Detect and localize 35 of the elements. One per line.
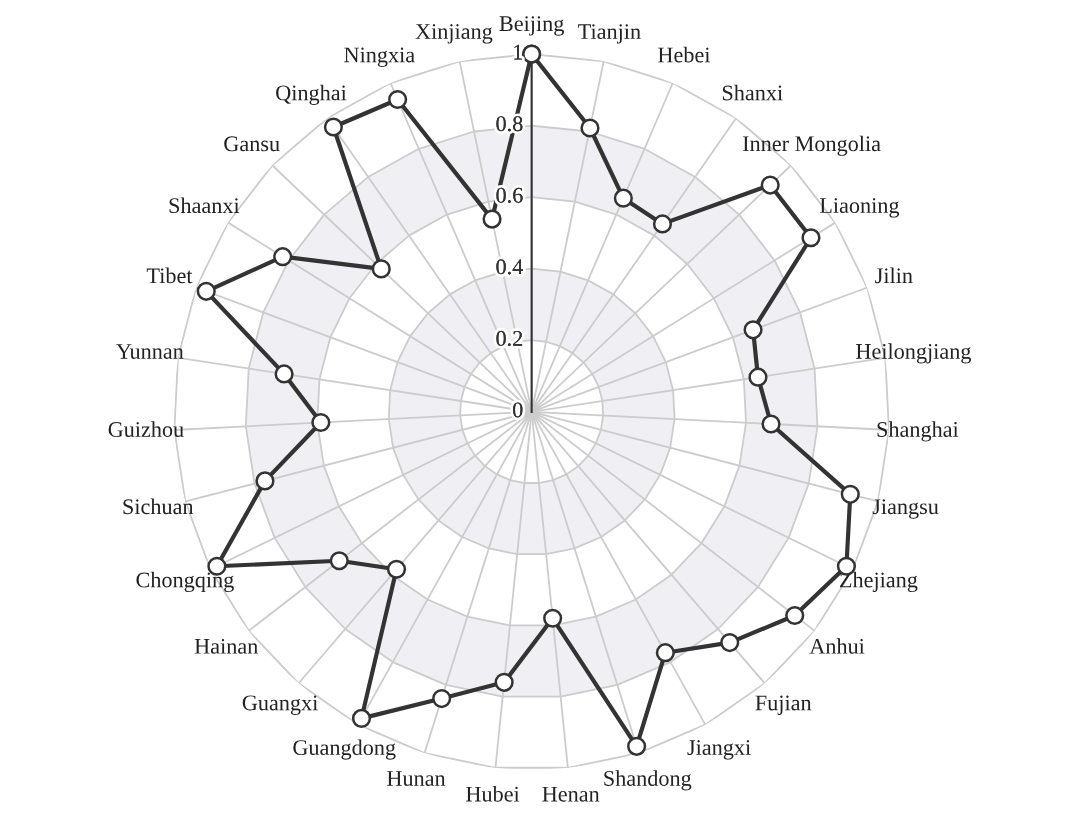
spoke-label: Jiangxi	[687, 740, 751, 760]
y-tick-label: 0.2	[496, 330, 523, 346]
spoke-label: Jilin	[875, 267, 913, 284]
spoke-label: Guizhou	[108, 421, 184, 437]
spoke-label: Xinjiang	[415, 24, 493, 44]
spoke-label: Guangxi	[242, 695, 318, 715]
spoke-label: Fujian	[755, 695, 812, 715]
spoke-label: Henan	[542, 786, 600, 802]
spoke-label: Shanxi	[722, 84, 783, 101]
spoke-label: Hainan	[194, 638, 258, 654]
spoke-label: Tianjin	[578, 24, 641, 44]
spoke-label: Jiangsu	[872, 499, 939, 519]
spoke-label: Heilongjiang	[856, 343, 972, 364]
spoke-label: Hunan	[387, 771, 446, 786]
spoke-label: Beijing	[499, 16, 564, 36]
spoke-label: Guangdong	[293, 739, 396, 760]
y-tick-label: 0.4	[496, 259, 523, 275]
spoke-label: Shanghai	[877, 421, 959, 442]
spoke-label: Ningxia	[344, 47, 415, 67]
spoke-label: Anhui	[809, 638, 865, 654]
spoke-label: Inner Mongolia	[742, 135, 881, 156]
spoke-label: Sichuan	[123, 498, 194, 515]
spoke-label: Shandong	[604, 770, 692, 791]
spoke-label: Shaanxi	[169, 197, 240, 214]
y-tick-label: 0	[513, 402, 523, 418]
spoke-label: Liaoning	[819, 198, 900, 218]
spoke-label: Qinghai	[276, 84, 347, 105]
spoke-label: Hubei	[466, 786, 520, 802]
y-tick-label: 1	[514, 44, 522, 60]
spoke-label: Zhejiang	[839, 571, 918, 593]
spoke-label: Tibet	[146, 267, 193, 284]
spoke-label: Gansu	[224, 136, 280, 152]
spoke-label: Yunnan	[116, 344, 184, 359]
spoke-label: Hebei	[658, 46, 711, 63]
spoke-label: Chongqing	[136, 571, 234, 593]
